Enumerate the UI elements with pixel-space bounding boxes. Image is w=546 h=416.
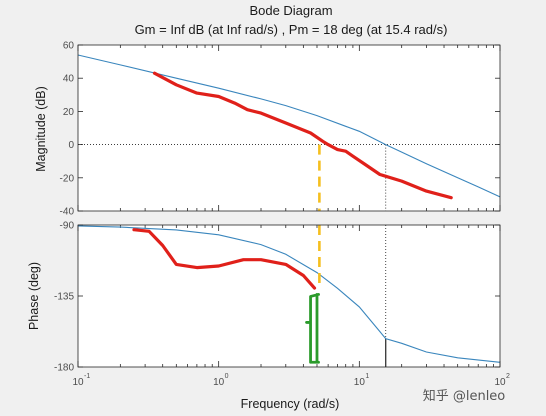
magnitude-plot-area (78, 45, 500, 211)
xtick-exponent: 0 (225, 373, 229, 380)
phase-ylabel: Phase (deg) (27, 262, 41, 330)
magnitude-axes-frame (77, 44, 501, 212)
magnitude-ytick-label: 40 (63, 74, 75, 85)
green-bracket (305, 293, 320, 364)
magnitude-ytick-label: 60 (63, 41, 75, 52)
phase-ytick-label: -180 (54, 363, 74, 374)
magnitude-red-sketch (152, 71, 453, 200)
phase-plot-area (78, 225, 500, 367)
magnitude-ytick-label: -20 (60, 173, 75, 184)
phase-ytick-label: -90 (60, 221, 75, 232)
magnitude-series-line (77, 54, 501, 198)
xtick-exponent: 1 (365, 373, 369, 380)
phase-series-line (77, 225, 501, 363)
xtick-label: 10 (213, 377, 225, 388)
phase-axes-frame (77, 224, 501, 368)
xtick-exponent: -1 (84, 373, 90, 380)
phase-red-sketch (132, 228, 317, 290)
chart-subtitle: Gm = Inf dB (at Inf rad/s) , Pm = 18 deg… (135, 22, 448, 37)
magnitude-ytick-label: 0 (68, 140, 74, 151)
magnitude-axes: -40 -20 0 20 40 60 (60, 41, 501, 218)
xtick-label: 10 (494, 377, 506, 388)
xtick-label: 10 (72, 377, 84, 388)
magnitude-ytick-label: 20 (63, 107, 75, 118)
watermark: 知乎 @lenleo (423, 388, 506, 404)
magnitude-ylabel: Magnitude (dB) (34, 86, 48, 171)
xtick-exponent: 2 (506, 373, 510, 380)
magnitude-ytick-label: -40 (60, 207, 75, 218)
phase-ytick-label: -135 (54, 292, 74, 303)
frequency-xlabel: Frequency (rad/s) (241, 397, 340, 411)
xtick-label: 10 (354, 377, 366, 388)
chart-title: Bode Diagram (249, 3, 332, 18)
